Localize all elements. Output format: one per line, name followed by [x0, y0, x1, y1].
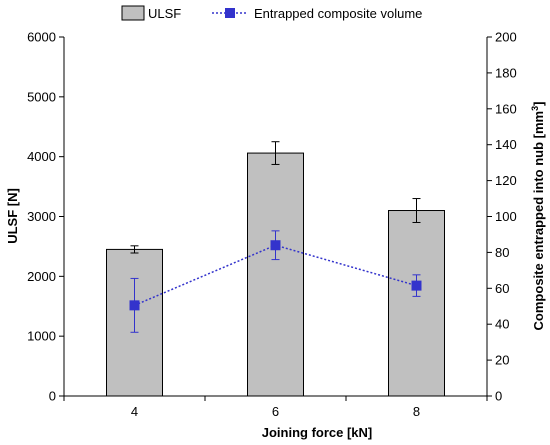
- y-tick-label: 3000: [27, 209, 56, 224]
- y-tick-label: 1000: [27, 329, 56, 344]
- y-axis-title: ULSF [N]: [5, 188, 20, 244]
- legend-label-entrapped: Entrapped composite volume: [254, 6, 422, 21]
- y2-tick-label: 20: [495, 353, 509, 368]
- point-entrapped: [129, 300, 140, 311]
- y2-axis-title-end: ]: [531, 102, 546, 106]
- y2-axis-title: Composite entrapped into nub [mm3]: [530, 102, 546, 331]
- y-tick-label: 2000: [27, 269, 56, 284]
- y2-tick-label: 160: [495, 101, 517, 116]
- bar-ulsf: [247, 152, 304, 397]
- bar-ulsf: [388, 210, 445, 397]
- legend-swatch-ulsf: [121, 5, 145, 21]
- point-entrapped: [270, 240, 281, 251]
- x-axis-title: Joining force [kN]: [262, 425, 373, 440]
- y2-tick-label: 60: [495, 281, 509, 296]
- y2-tick-label: 140: [495, 137, 517, 152]
- legend: ULSF Entrapped composite volume: [121, 5, 422, 21]
- y2-tick-label: 80: [495, 245, 509, 260]
- legend-swatch-marker: [225, 8, 235, 18]
- y-tick-label: 5000: [27, 89, 56, 104]
- y-tick-label: 4000: [27, 149, 56, 164]
- y2-tick-label: 180: [495, 65, 517, 80]
- y2-tick-label: 40: [495, 317, 509, 332]
- x-tick-label: 4: [131, 404, 138, 419]
- y2-tick-label: 200: [495, 30, 517, 45]
- y2-tick-label: 100: [495, 209, 517, 224]
- y2-tick-label: 0: [495, 389, 502, 404]
- y2-tick-label: 120: [495, 173, 517, 188]
- y2-axis-title-main: Composite entrapped into nub [mm: [531, 111, 546, 331]
- axes: 0 1000 2000 3000 4000 5000 6000 0 20 40 60 80 100 120…: [27, 30, 517, 420]
- y2-axis-title-sup: 3: [530, 106, 540, 111]
- point-entrapped: [411, 280, 422, 291]
- x-tick-label: 8: [413, 404, 420, 419]
- line-series: [129, 230, 422, 333]
- bars: [106, 141, 445, 397]
- y-tick-label: 6000: [27, 30, 56, 45]
- x-tick-label: 6: [272, 404, 279, 419]
- y-tick-label: 0: [49, 389, 56, 404]
- legend-label-ulsf: ULSF: [148, 6, 181, 21]
